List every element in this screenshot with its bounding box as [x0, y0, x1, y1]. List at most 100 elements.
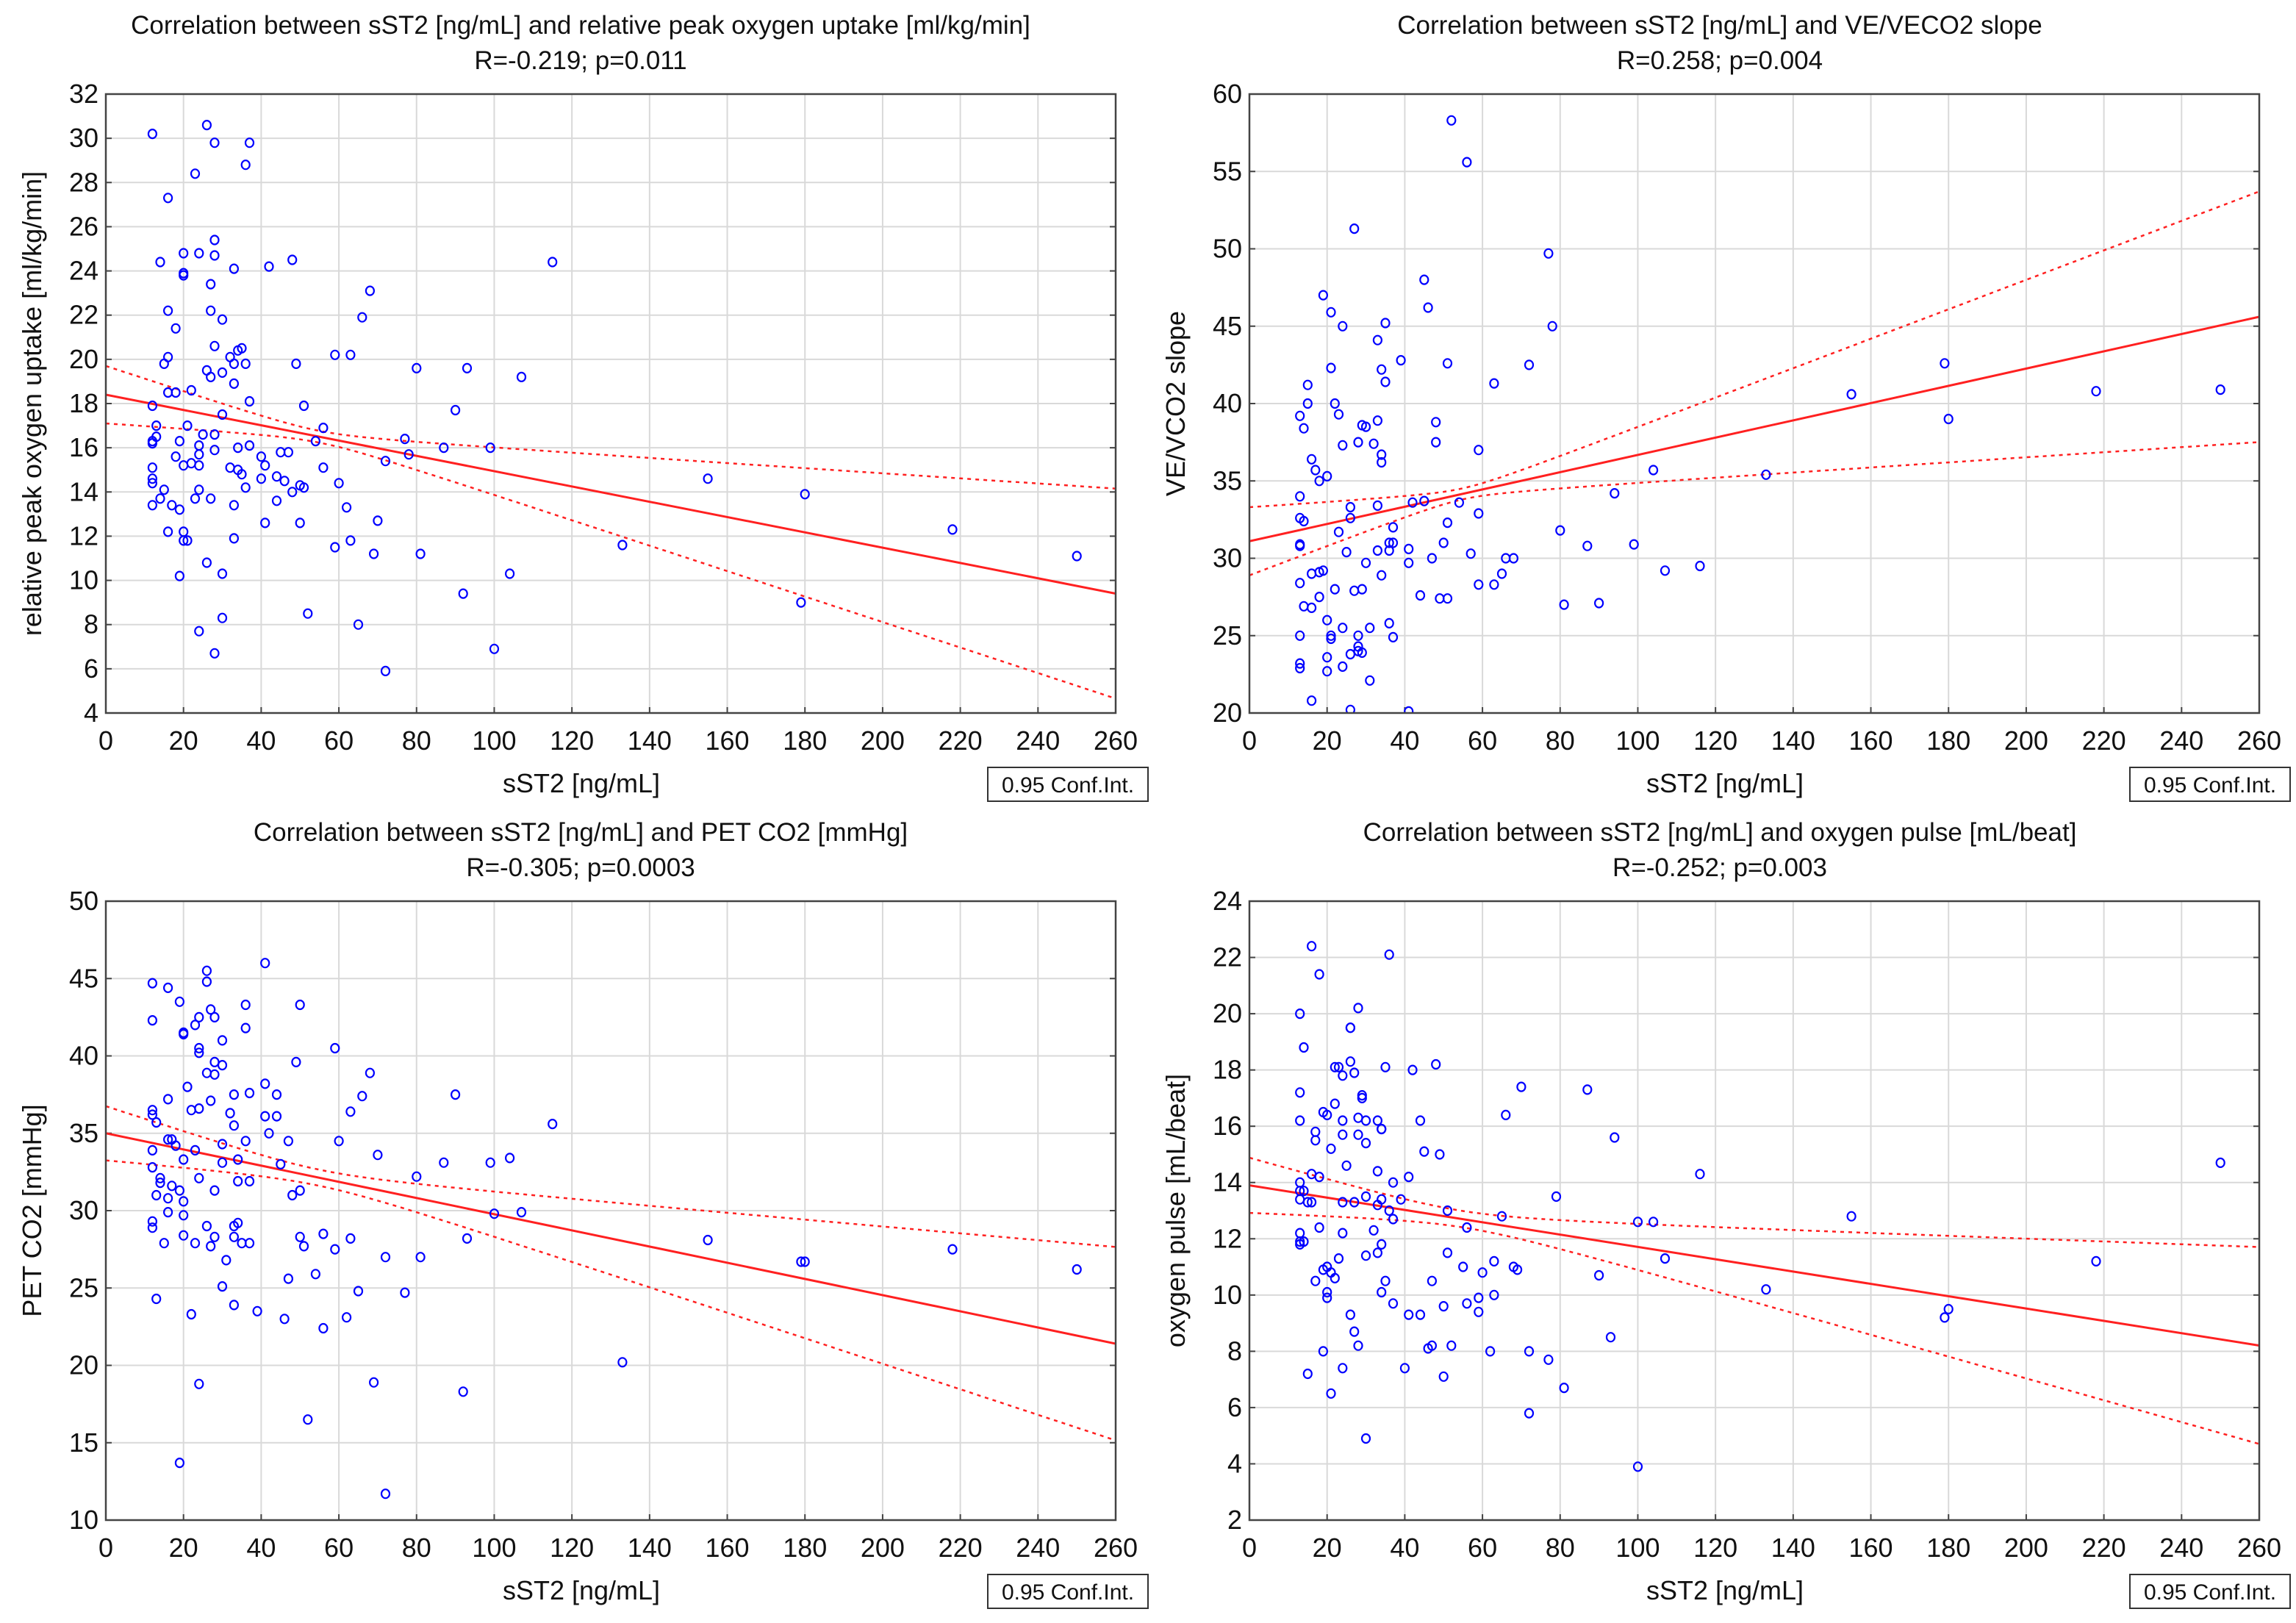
x-tick-label: 120 [1693, 1533, 1737, 1563]
data-point [190, 493, 201, 504]
data-point [1629, 539, 1639, 550]
data-point [1295, 1008, 1305, 1020]
data-point [276, 1158, 286, 1169]
data-point [201, 557, 212, 568]
x-tick-label: 200 [861, 1533, 905, 1563]
y-tick-label: 10 [69, 565, 98, 595]
data-point [342, 1312, 352, 1323]
data-point [186, 1308, 196, 1320]
data-point [217, 367, 228, 378]
chart-title: Correlation between sST2 [ng/mL] and rel… [131, 11, 1030, 40]
data-point [190, 1020, 201, 1031]
y-tick-label: 8 [1227, 1336, 1242, 1366]
y-tick-label: 20 [1213, 998, 1242, 1028]
data-point [1368, 1225, 1379, 1236]
data-point [1388, 522, 1399, 533]
data-point [264, 261, 274, 272]
y-axis-label: relative peak oxygen uptake [ml/kg/min] [17, 171, 47, 636]
data-point [400, 433, 410, 445]
data-point [1388, 1298, 1399, 1309]
data-point [1377, 1239, 1387, 1250]
data-point [147, 978, 157, 989]
data-point [458, 588, 468, 599]
data-point [1593, 598, 1604, 609]
data-point [1302, 1368, 1313, 1380]
x-tick-label: 240 [2159, 725, 2203, 756]
y-tick-label: 30 [1213, 543, 1242, 573]
data-point [1384, 949, 1394, 960]
x-tick-label: 200 [2004, 725, 2048, 756]
x-tick-label: 140 [628, 725, 672, 756]
data-point [201, 965, 212, 976]
data-point [163, 1206, 173, 1218]
y-tick-label: 2 [1227, 1505, 1242, 1535]
data-point [1524, 1346, 1535, 1357]
x-tick-label: 200 [2004, 1533, 2048, 1563]
conf-band-lower [1249, 1211, 2259, 1445]
data-point [1357, 1092, 1367, 1103]
data-point [283, 1136, 293, 1147]
data-point [1295, 540, 1305, 551]
data-point [1419, 1146, 1429, 1157]
data-point [287, 1189, 298, 1201]
data-point [1761, 469, 1771, 480]
data-point [1357, 647, 1367, 659]
data-point [1295, 1228, 1305, 1239]
data-point [1326, 1388, 1336, 1399]
data-point [1489, 378, 1499, 389]
conf-band-upper [1249, 190, 2259, 509]
data-point [1415, 1309, 1426, 1320]
data-point [504, 568, 515, 579]
data-point [1388, 1214, 1399, 1225]
data-point [1299, 601, 1309, 612]
data-point [1333, 1253, 1344, 1264]
x-tick-label: 20 [1313, 1533, 1342, 1563]
data-point [1407, 497, 1418, 508]
data-point [217, 1035, 228, 1046]
data-point [1632, 1461, 1643, 1472]
data-point [295, 1185, 305, 1196]
data-point [209, 1056, 220, 1067]
data-point [318, 1228, 329, 1239]
data-point [345, 535, 356, 546]
legend-box [2129, 767, 2291, 802]
data-point [194, 460, 204, 471]
data-point [1345, 512, 1355, 523]
x-tick-label: 60 [1468, 725, 1497, 756]
x-tick-label: 160 [705, 725, 749, 756]
data-point [1438, 1300, 1449, 1312]
data-point [209, 429, 220, 440]
data-point [1431, 1058, 1441, 1070]
data-point [190, 1238, 201, 1249]
data-point [1326, 362, 1336, 373]
data-point [380, 456, 391, 467]
data-point [229, 533, 239, 544]
data-point [1333, 1061, 1344, 1072]
data-point [244, 440, 255, 451]
data-point [240, 160, 251, 171]
data-point [1349, 1197, 1360, 1208]
x-tick-label: 80 [1546, 1533, 1575, 1563]
data-point [163, 1193, 173, 1204]
data-point [1605, 1332, 1616, 1343]
data-point [201, 976, 212, 987]
data-point [171, 451, 181, 462]
data-point [485, 442, 495, 454]
data-point [796, 1256, 806, 1267]
data-point [415, 548, 426, 559]
legend-conf-int: 0.95 Conf.Int. [2144, 1580, 2276, 1605]
data-point [174, 996, 184, 1007]
data-point [147, 1216, 157, 1227]
data-point [1474, 445, 1484, 456]
x-tick-label: 80 [402, 1533, 431, 1563]
data-point [1368, 438, 1379, 449]
legend-box [987, 1574, 1149, 1609]
x-tick-label: 0 [98, 1533, 113, 1563]
y-tick-label: 4 [84, 698, 98, 728]
data-point [1388, 537, 1399, 548]
x-tick-label: 180 [783, 725, 827, 756]
data-point [345, 1233, 356, 1244]
data-point [217, 612, 228, 623]
data-point [1761, 1284, 1771, 1295]
